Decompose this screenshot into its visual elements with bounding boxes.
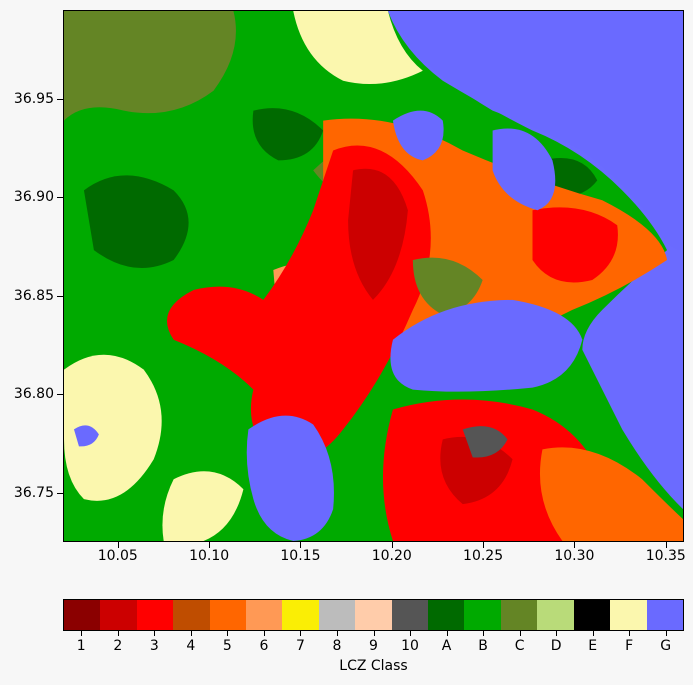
colorbar-swatch [209, 600, 247, 630]
water-lake-tunis [390, 299, 583, 392]
x-tick-mark [665, 542, 667, 548]
colorbar-tick [556, 631, 558, 636]
colorbar-class-label: F [625, 638, 634, 654]
water-small-pond [73, 425, 99, 447]
colorbar-tick [336, 631, 338, 636]
colorbar-swatch [136, 600, 174, 630]
x-tick-label: 10.30 [554, 548, 595, 564]
lcz-raster [64, 11, 683, 541]
colorbar-swatch [246, 600, 283, 630]
colorbar-swatch [318, 600, 356, 630]
urban-red-east [532, 207, 618, 283]
colorbar-class-label: E [588, 638, 598, 654]
y-tick-label: 36.85 [13, 287, 54, 304]
y-tick-mark [57, 98, 63, 100]
y-tick-mark [57, 295, 63, 297]
colorbar-tick [519, 631, 521, 636]
x-tick-label: 10.10 [189, 548, 230, 564]
x-tick-label: 10.25 [463, 548, 504, 564]
x-tick-mark [300, 542, 302, 548]
y-tick-label: 36.75 [13, 484, 54, 501]
urban-darkred-s [440, 436, 513, 505]
colorbar-class-label: A [441, 638, 452, 654]
colorbar-tick [190, 631, 192, 636]
water-sebkha [492, 128, 556, 211]
water-sea [387, 11, 683, 251]
colorbar-class-label: B [478, 638, 488, 654]
colorbar-swatch [500, 600, 538, 630]
colorbar-class-label: 9 [369, 638, 378, 654]
colorbar-swatch [391, 600, 429, 630]
x-tick-mark [117, 542, 119, 548]
colorbar-class-label: 4 [186, 638, 196, 654]
colorbar-tick [81, 631, 83, 636]
colorbar-swatch [610, 600, 647, 630]
olive-nw [64, 11, 236, 121]
urban-darkred [348, 168, 408, 300]
lcz-map [63, 10, 684, 542]
x-tick-label: 10.35 [645, 548, 686, 564]
pale-south [162, 471, 244, 541]
x-tick-label: 10.15 [280, 548, 321, 564]
colorbar-swatch [282, 600, 319, 630]
colorbar-tick [263, 631, 265, 636]
water-sejoumi [246, 415, 334, 541]
y-tick-label: 36.95 [13, 90, 54, 107]
colorbar-tick [665, 631, 667, 636]
colorbar-tick [154, 631, 156, 636]
colorbar-swatch [173, 600, 210, 630]
colorbar-tick [629, 631, 631, 636]
colorbar-class-label: D [550, 638, 562, 654]
colorbar-class-label: G [660, 638, 672, 654]
x-tick-label: 10.20 [371, 548, 412, 564]
y-tick-label: 36.90 [13, 189, 54, 206]
grey-heavy [462, 426, 508, 458]
colorbar-swatch [573, 600, 611, 630]
y-tick-mark [57, 394, 63, 396]
colorbar-swatch [464, 600, 501, 630]
colorbar-class-label: 6 [259, 638, 269, 654]
colorbar-class-label: 1 [76, 638, 86, 654]
colorbar-title: LCZ Class [339, 658, 408, 674]
urban-orange-south [539, 447, 683, 541]
x-tick-mark [574, 542, 576, 548]
colorbar-class-label: 8 [332, 638, 342, 654]
y-tick-label: 36.80 [13, 386, 54, 403]
colorbar-swatch [537, 600, 574, 630]
x-tick-mark [391, 542, 393, 548]
colorbar-tick [300, 631, 302, 636]
water-north-lagoon [392, 110, 444, 161]
colorbar-tick [373, 631, 375, 636]
trees-c [252, 108, 324, 161]
colorbar-tick [446, 631, 448, 636]
lcz-colorbar [63, 599, 684, 631]
colorbar-class-label: C [514, 638, 525, 654]
x-tick-mark [209, 542, 211, 548]
pale-north [293, 11, 423, 85]
colorbar-tick [410, 631, 412, 636]
colorbar-class-label: 10 [401, 638, 419, 654]
colorbar-swatch [100, 600, 137, 630]
x-tick-label: 10.05 [97, 548, 138, 564]
y-tick-mark [57, 197, 63, 199]
colorbar-tick [483, 631, 485, 636]
colorbar-tick [117, 631, 119, 636]
colorbar-tick [592, 631, 594, 636]
y-tick-mark [57, 492, 63, 494]
colorbar-swatch [646, 600, 683, 630]
colorbar-class-label: 2 [113, 638, 123, 654]
olive-east [412, 257, 483, 315]
trees-w [83, 175, 189, 269]
x-tick-mark [483, 542, 485, 548]
colorbar-class-label: 7 [295, 638, 305, 654]
colorbar-class-label: 3 [149, 638, 159, 654]
colorbar-swatch [355, 600, 392, 630]
colorbar-tick [227, 631, 229, 636]
colorbar-class-label: 5 [222, 638, 232, 654]
pale-west [64, 354, 162, 501]
colorbar-swatch [64, 600, 101, 630]
colorbar-swatch [428, 600, 465, 630]
